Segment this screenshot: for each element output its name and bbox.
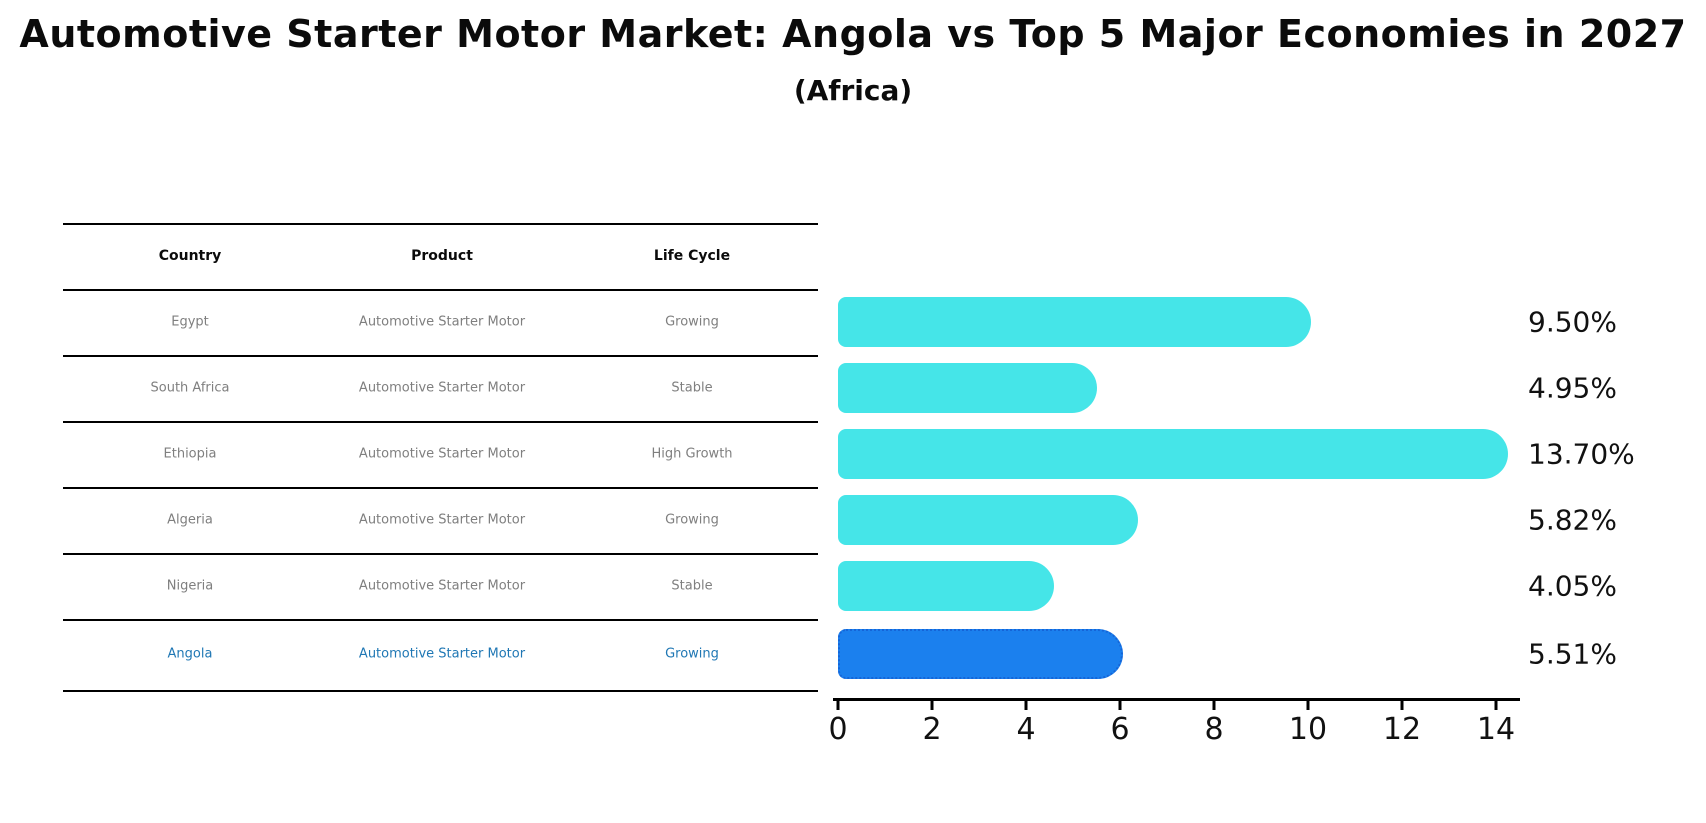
- table-cell-life-cycle: Growing: [665, 646, 719, 662]
- x-axis-tick-label: 8: [1204, 712, 1224, 747]
- value-label: 5.82%: [1528, 503, 1617, 537]
- table-horizontal-rule: [63, 487, 818, 489]
- value-label: 4.95%: [1528, 371, 1617, 405]
- table-cell-life-cycle: Stable: [671, 578, 713, 594]
- x-axis-tick: [836, 698, 840, 710]
- x-axis-tick: [1118, 698, 1122, 710]
- table-cell-country: Nigeria: [166, 578, 214, 594]
- table-cell-product: Automotive Starter Motor: [358, 512, 526, 528]
- table-cell-country: Algeria: [167, 512, 213, 528]
- table-horizontal-rule: [63, 619, 818, 621]
- table-horizontal-rule: [63, 690, 818, 692]
- table-horizontal-rule: [63, 355, 818, 357]
- bar-egypt: [838, 297, 1311, 347]
- x-axis-tick-label: 2: [922, 712, 942, 747]
- table-horizontal-rule: [63, 289, 818, 291]
- table-cell-country: Egypt: [171, 314, 209, 330]
- table-header-life-cycle: Life Cycle: [653, 248, 731, 264]
- table-cell-life-cycle: Growing: [665, 314, 719, 330]
- x-axis-tick-label: 14: [1476, 712, 1516, 747]
- x-axis-tick-label: 12: [1382, 712, 1422, 747]
- chart-title: Automotive Starter Motor Market: Angola …: [19, 12, 1687, 56]
- x-axis-tick-label: 0: [828, 712, 848, 747]
- bar-highlighted-angola: [838, 629, 1123, 679]
- table-cell-country: Angola: [167, 646, 213, 662]
- table-cell-product: Automotive Starter Motor: [358, 314, 526, 330]
- x-axis-tick: [1400, 698, 1404, 710]
- table-horizontal-rule: [63, 223, 818, 225]
- x-axis-tick-label: 10: [1288, 712, 1328, 747]
- chart-subtitle: (Africa): [793, 74, 913, 107]
- table-horizontal-rule: [63, 553, 818, 555]
- x-axis-line: [833, 698, 1520, 701]
- x-axis-tick: [1306, 698, 1310, 710]
- table-cell-country: South Africa: [150, 380, 230, 396]
- x-axis-tick-label: 6: [1110, 712, 1130, 747]
- table-cell-product: Automotive Starter Motor: [358, 578, 526, 594]
- x-axis-tick-label: 4: [1016, 712, 1036, 747]
- x-axis-tick: [1212, 698, 1216, 710]
- value-label: 4.05%: [1528, 569, 1617, 603]
- value-label: 9.50%: [1528, 305, 1617, 339]
- table-cell-product: Automotive Starter Motor: [358, 446, 526, 462]
- table-horizontal-rule: [63, 421, 818, 423]
- table-cell-life-cycle: Stable: [671, 380, 713, 396]
- table-cell-life-cycle: High Growth: [651, 446, 733, 462]
- table-cell-life-cycle: Growing: [665, 512, 719, 528]
- bar-nigeria: [838, 561, 1054, 611]
- table-cell-product: Automotive Starter Motor: [358, 380, 526, 396]
- x-axis-tick: [1024, 698, 1028, 710]
- bar-algeria: [838, 495, 1138, 545]
- table-cell-country: Ethiopia: [163, 446, 217, 462]
- bar-ethiopia: [838, 429, 1508, 479]
- bar-south-africa: [838, 363, 1097, 413]
- table-header-country: Country: [158, 248, 222, 264]
- value-label: 5.51%: [1528, 637, 1617, 671]
- value-label: 13.70%: [1528, 437, 1635, 471]
- x-axis-tick: [1494, 698, 1498, 710]
- table-cell-product: Automotive Starter Motor: [358, 646, 526, 662]
- table-header-product: Product: [411, 248, 473, 264]
- x-axis-tick: [930, 698, 934, 710]
